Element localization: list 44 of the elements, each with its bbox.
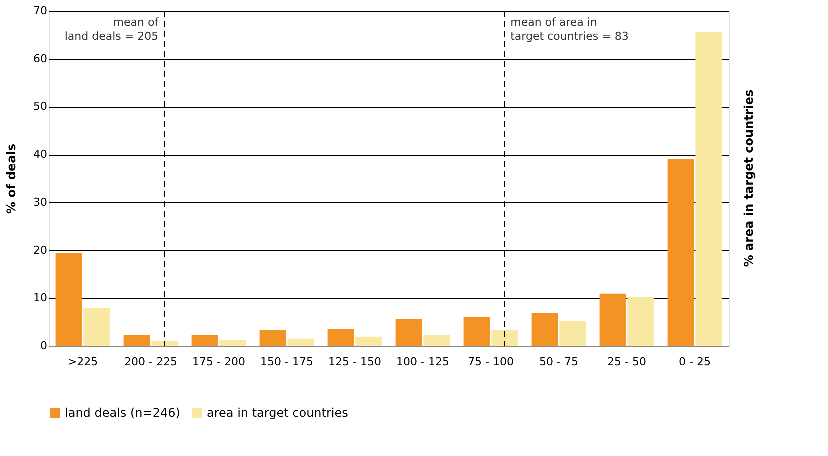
x-tick-label: 75 - 100 bbox=[468, 356, 514, 368]
x-tick-label: 175 - 200 bbox=[192, 356, 246, 368]
x-tick-label: 0 - 25 bbox=[679, 356, 711, 368]
bar bbox=[424, 334, 450, 346]
bar bbox=[560, 321, 586, 346]
bar bbox=[396, 319, 422, 346]
x-tick-label: 100 - 125 bbox=[396, 356, 450, 368]
bar bbox=[288, 338, 314, 346]
bar bbox=[84, 308, 110, 346]
legend-label: area in target countries bbox=[207, 406, 348, 420]
y2-axis-title: % area in target countries bbox=[742, 90, 756, 268]
bar bbox=[532, 312, 558, 346]
y-tick-label: 50 bbox=[34, 100, 48, 114]
ref-line-label: mean of area in target countries = 83 bbox=[510, 16, 629, 43]
bar bbox=[328, 329, 354, 346]
x-tick-label: 200 - 225 bbox=[124, 356, 178, 368]
y-tick-label: 60 bbox=[34, 52, 48, 66]
x-tick-label: 50 - 75 bbox=[540, 356, 578, 368]
y-tick-label: 70 bbox=[34, 4, 48, 18]
y-tick-label: 10 bbox=[34, 292, 48, 305]
ref-line-label: mean of land deals = 205 bbox=[64, 16, 160, 43]
bar bbox=[628, 297, 654, 346]
bar bbox=[492, 330, 518, 346]
legend-label: land deals (n=246) bbox=[65, 406, 180, 420]
y-tick-label: 0 bbox=[40, 340, 48, 352]
y-tick-label: 40 bbox=[34, 148, 48, 162]
bar bbox=[152, 341, 178, 346]
bar bbox=[56, 253, 82, 346]
bar bbox=[356, 336, 382, 346]
x-tick-label: >225 bbox=[68, 356, 98, 368]
bar bbox=[260, 330, 286, 346]
bar bbox=[192, 334, 218, 346]
x-tick-label: 25 - 50 bbox=[608, 356, 646, 368]
y-axis-title: % of deals bbox=[4, 144, 19, 214]
bar bbox=[696, 32, 722, 346]
y-tick-label: 20 bbox=[34, 244, 48, 257]
bar bbox=[464, 317, 490, 346]
x-tick-label: 125 - 150 bbox=[328, 356, 382, 368]
x-tick-label: 150 - 175 bbox=[260, 356, 314, 368]
bar bbox=[668, 159, 694, 346]
bar bbox=[124, 334, 150, 346]
bar bbox=[600, 294, 626, 346]
bar bbox=[220, 340, 246, 346]
y-tick-label: 30 bbox=[34, 196, 48, 209]
